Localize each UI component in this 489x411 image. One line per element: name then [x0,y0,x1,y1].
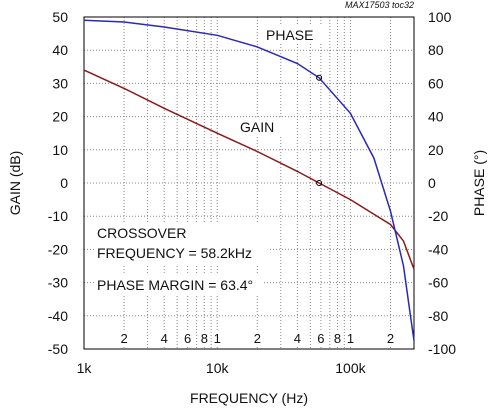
y-left-tick-label: 50 [52,9,68,25]
x-minor-tick-label: 1 [214,331,221,346]
x-minor-label-bg [385,330,396,345]
x-minor-tick-label: 6 [317,331,324,346]
y-left-tick-label: 0 [60,175,68,191]
x-minor-label-bg [252,330,263,345]
y-left-tick-label: 20 [52,109,68,125]
x-tick-labels: 1k 10k 100k [77,360,367,376]
y-right-axis-title: PHASE (°) [471,150,487,216]
series-group [83,19,415,341]
phase-series-label: PHASE [266,27,313,43]
y-left-tick-label: 30 [52,75,68,91]
annotations: PHASE GAIN CROSSOVER FREQUENCY = 58.2kHz… [94,26,322,295]
y-left-tick-labels: 50 40 30 20 10 0 -10 -20 -30 -40 -50 [48,9,68,357]
y-right-tick-labels: 100 80 60 40 20 0 -20 -40 -60 -80 -100 [428,9,456,357]
crossover-frequency-label: FREQUENCY = 58.2kHz [97,245,252,261]
x-minor-label-bg [345,330,356,345]
x-minor-label-bg [212,330,223,345]
y-left-tick-label: -10 [48,208,68,224]
y-right-tick-label: 0 [428,175,436,191]
marker-phase [316,74,323,81]
x-minor-label-bg [292,330,303,345]
x-minor-tick-label: 2 [387,331,394,346]
y-left-tick-label: -40 [48,308,68,324]
y-left-tick-label: 40 [52,42,68,58]
y-left-tick-label: -20 [48,241,68,257]
x-minor-tick-label: 4 [161,331,168,346]
x-minor-tick-label: 6 [184,331,191,346]
x-tick-label: 100k [335,360,366,376]
y-right-tick-label: 80 [428,42,444,58]
y-left-axis-title: GAIN (dB) [7,151,23,216]
phase-margin-label: PHASE MARGIN = 63.4° [97,277,253,293]
y-left-tick-label: 10 [52,142,68,158]
y-right-tick-label: -60 [428,275,448,291]
x-tick-label: 10k [206,360,230,376]
x-minor-tick-label: 2 [254,331,261,346]
chart-note: MAX17503 toc32 [345,0,414,10]
x-minor-label-bg [315,330,326,345]
y-right-tick-label: 60 [428,75,444,91]
crossover-label: CROSSOVER [97,225,186,241]
y-left-tick-label: -30 [48,275,68,291]
gain-series-label: GAIN [240,119,274,135]
x-axis-title: FREQUENCY (Hz) [190,390,308,406]
x-minor-label-bg [199,330,210,345]
x-minor-label-bg [159,330,170,345]
x-minor-label-bg [119,330,130,345]
x-minor-tick-label: 1 [347,331,354,346]
y-right-tick-label: 20 [428,142,444,158]
series-line-phase [83,19,415,341]
x-minor-label-bg [332,330,343,345]
x-minor-tick-label: 8 [334,331,341,346]
y-right-tick-label: 40 [428,109,444,125]
plot-frame [83,16,415,350]
x-minor-tick-label: 2 [120,331,127,346]
x-minor-tick-label: 4 [294,331,301,346]
marker-gain [316,180,323,186]
y-right-tick-label: -100 [428,341,456,357]
y-right-tick-label: -80 [428,308,448,324]
y-left-tick-label: -50 [48,341,68,357]
y-right-tick-label: 100 [428,9,452,25]
grid [84,17,414,349]
y-right-tick-label: -20 [428,208,448,224]
crossover-markers [316,74,323,186]
x-tick-label: 1k [77,360,93,376]
y-right-tick-label: -40 [428,241,448,257]
x-minor-label-bg [182,330,193,345]
x-minor-tick-label: 8 [201,331,208,346]
